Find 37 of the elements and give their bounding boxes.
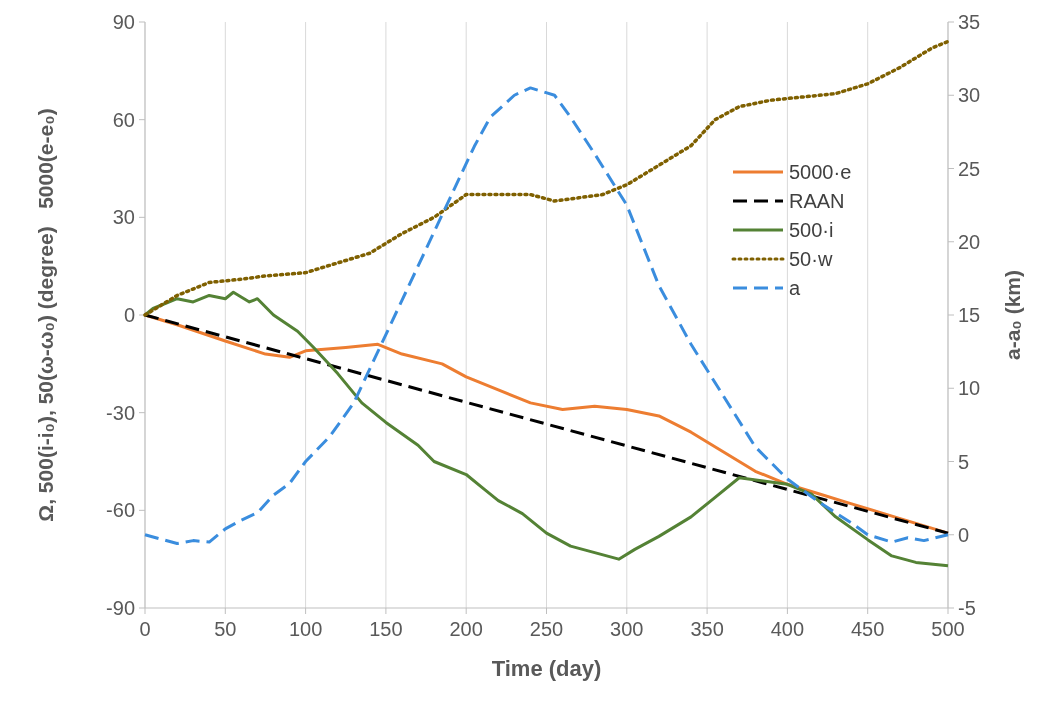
x-tick-label: 150 <box>369 618 403 640</box>
y2-tick-label: 0 <box>958 523 970 546</box>
y2-tick-label: 10 <box>958 377 981 400</box>
x-tick-label: 0 <box>139 618 151 640</box>
x-tick-label: 450 <box>851 618 885 640</box>
legend-label: 50·w <box>789 248 833 270</box>
y2-tick-label: 30 <box>958 84 981 107</box>
legend-label: 5000·e <box>789 161 852 183</box>
y-tick-label: 30 <box>112 206 135 229</box>
legend-label: RAAN <box>789 190 845 212</box>
x-tick-label: 50 <box>214 618 237 640</box>
y-tick-label: -30 <box>106 401 135 424</box>
y2-tick-label: 25 <box>958 157 981 180</box>
legend-label: a <box>789 277 801 299</box>
y2-tick-label: 5 <box>958 450 970 473</box>
x-tick-label: 200 <box>449 618 483 640</box>
y2-tick-label: 15 <box>958 304 981 326</box>
y-tick-label: 90 <box>112 11 135 33</box>
y-axis-title: Ω, 500(i-i₀), 50(ω-ω₀) (degree) 5000(e-e₀) <box>34 108 57 522</box>
x-tick-label: 300 <box>610 618 644 640</box>
y-tick-label: 60 <box>112 108 135 131</box>
x-tick-label: 100 <box>288 618 323 640</box>
y2-tick-label: 20 <box>958 230 981 253</box>
x-tick-label: 400 <box>770 618 805 640</box>
y2-tick-label: 35 <box>958 11 981 33</box>
y-tick-label: -90 <box>106 597 135 619</box>
line-series <box>143 39 950 317</box>
y2-axis-title: a-a₀ (km) <box>1001 270 1024 360</box>
legend-label: 500·i <box>789 219 834 241</box>
x-tick-label: 350 <box>690 618 724 640</box>
y-tick-label: 0 <box>123 304 135 326</box>
x-tick-label: 250 <box>529 618 564 640</box>
y2-tick-label: -5 <box>958 597 976 619</box>
x-tick-label: 500 <box>931 618 965 640</box>
x-axis-title: Time (day) <box>491 656 602 681</box>
line-series <box>143 86 950 546</box>
y-tick-label: -60 <box>106 499 135 522</box>
